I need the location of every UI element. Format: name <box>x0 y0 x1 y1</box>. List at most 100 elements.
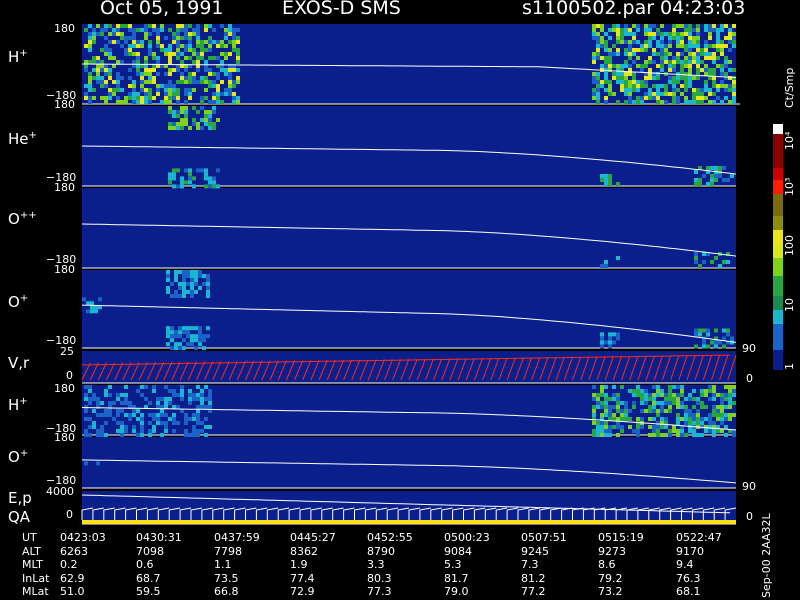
heatmap-cell <box>620 417 624 421</box>
heatmap-cell <box>172 122 176 126</box>
heatmap-cell <box>616 397 620 401</box>
heatmap-cell <box>198 338 202 343</box>
heatmap-cell <box>184 417 188 421</box>
heatmap-cell <box>184 118 188 122</box>
heatmap-cell <box>656 84 660 88</box>
heatmap-cell <box>592 60 596 64</box>
heatmap-cell <box>612 393 616 397</box>
heatmap-cell <box>604 405 608 409</box>
panel-label-velocity: V,r <box>8 354 30 372</box>
heatmap-cell <box>692 28 696 32</box>
heatmap-cell <box>708 100 712 104</box>
heatmap-cell <box>104 389 108 393</box>
heatmap-cell <box>120 36 124 40</box>
heatmap-cell <box>88 80 92 84</box>
heatmap-cell <box>182 286 186 290</box>
heatmap-cell <box>680 72 684 76</box>
table-cell: 77.2 <box>521 585 546 598</box>
heatmap-cell <box>680 417 684 421</box>
heatmap-cell <box>164 401 168 405</box>
heatmap-cell <box>668 32 672 36</box>
heatmap-cell <box>652 385 656 389</box>
heatmap-cell <box>620 72 624 76</box>
table-cell: 62.9 <box>60 571 85 585</box>
heatmap-cell <box>644 409 648 413</box>
heatmap-cell <box>96 401 100 405</box>
heatmap-cell <box>86 309 90 314</box>
heatmap-cell <box>104 413 108 417</box>
heatmap-cell <box>116 80 120 84</box>
heatmap-cell <box>184 44 188 48</box>
heatmap-cell <box>128 417 132 421</box>
heatmap-cell <box>196 433 200 437</box>
heatmap-cell <box>712 409 716 413</box>
heatmap-cell <box>184 64 188 68</box>
heatmap-cell <box>144 72 148 76</box>
heatmap-cell <box>108 56 112 60</box>
heatmap-cell <box>660 52 664 56</box>
heatmap-cell <box>176 44 180 48</box>
heatmap-cell <box>156 44 160 48</box>
heatmap-cell <box>128 68 132 72</box>
heatmap-cell <box>194 278 198 282</box>
heatmap-cell <box>152 52 156 56</box>
heatmap-cell <box>84 96 88 100</box>
heatmap-cell <box>620 88 624 92</box>
heatmap-cell <box>706 332 710 337</box>
table-row-label: MLat <box>22 585 49 598</box>
heatmap-cell <box>648 68 652 72</box>
heatmap-cell <box>600 80 604 84</box>
heatmap-cell <box>628 44 632 48</box>
heatmap-cell <box>136 92 140 96</box>
heatmap-cell <box>172 421 176 425</box>
heatmap-cell <box>104 52 108 56</box>
heatmap-cell <box>712 68 716 72</box>
heatmap-cell <box>612 24 616 28</box>
heatmap-cell <box>624 417 628 421</box>
heatmap-cell <box>208 24 212 28</box>
heatmap-cell <box>636 429 640 433</box>
heatmap-cell <box>190 270 194 274</box>
heatmap-cell <box>156 36 160 40</box>
heatmap-cell <box>636 40 640 44</box>
heatmap-cell <box>200 56 204 60</box>
heatmap-cell <box>624 413 628 417</box>
heatmap-cell <box>152 76 156 80</box>
heatmap-cell <box>712 385 716 389</box>
table-row-label: InLat <box>22 571 50 585</box>
heatmap-cell <box>168 96 172 100</box>
heatmap-cell <box>660 56 664 60</box>
heatmap-cell <box>228 80 232 84</box>
heatmap-cell <box>702 174 706 178</box>
heatmap-cell <box>100 32 104 36</box>
heatmap-cell <box>84 397 88 401</box>
heatmap-cell <box>712 52 716 56</box>
heatmap-cell <box>672 32 676 36</box>
heatmap-cell <box>660 40 664 44</box>
heatmap-cell <box>648 417 652 421</box>
heatmap-cell <box>710 166 714 170</box>
heatmap-cell <box>124 40 128 44</box>
heatmap-cell <box>704 44 708 48</box>
heatmap-cell <box>600 36 604 40</box>
heatmap-cell <box>684 433 688 437</box>
heatmap-cell <box>148 40 152 44</box>
heatmap-cell <box>196 122 200 126</box>
heatmap-cell <box>212 126 216 130</box>
heatmap-cell <box>648 36 652 40</box>
heatmap-cell <box>92 40 96 44</box>
heatmap-cell <box>216 168 220 173</box>
heatmap-cell <box>696 48 700 52</box>
heatmap-cell <box>640 44 644 48</box>
heatmap-cell <box>172 96 176 100</box>
panel-label-o-plus: O+ <box>8 293 29 311</box>
heatmap-cell <box>684 56 688 60</box>
heatmap-cell <box>698 332 702 337</box>
heatmap-cell <box>620 429 624 433</box>
heatmap-cell <box>712 24 716 28</box>
heatmap-cell <box>220 68 224 72</box>
heatmap-cell <box>96 68 100 72</box>
heatmap-cell <box>656 40 660 44</box>
heatmap-cell <box>720 421 724 425</box>
heatmap-cell <box>732 68 736 72</box>
